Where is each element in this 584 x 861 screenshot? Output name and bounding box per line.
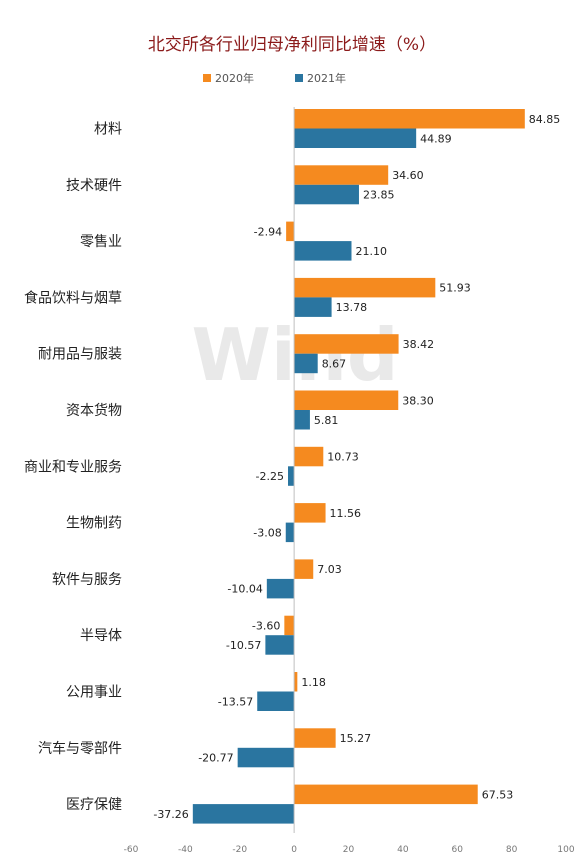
x-tick-label: 20 <box>343 845 355 855</box>
value-label: -13.57 <box>218 695 253 708</box>
value-label: -3.08 <box>253 526 281 539</box>
bar-2021 <box>294 241 352 261</box>
value-label: 84.85 <box>529 113 561 126</box>
plot-area: 材料 84.85 44.89 技术硬件 34.60 23.85 零售业 -2.94 21.10 食… <box>24 107 560 833</box>
bar-2021 <box>294 128 417 148</box>
bar-2021 <box>294 410 310 430</box>
legend-swatch-0 <box>203 74 211 82</box>
bar-2021 <box>294 184 359 205</box>
bar-2021 <box>285 522 295 543</box>
category-label: 耐用品与服装 <box>38 347 122 363</box>
value-label: 13.78 <box>336 301 368 314</box>
category-label: 资本货物 <box>66 402 122 419</box>
x-tick-label: 60 <box>452 845 464 855</box>
category-label: 医疗保健 <box>66 797 122 813</box>
bar-2020 <box>294 165 389 185</box>
legend-swatch-1 <box>295 74 303 82</box>
bar-2021 <box>237 747 295 768</box>
legend-label-1: 2021年 <box>307 71 346 85</box>
category-label: 材料 <box>94 122 122 138</box>
value-label: 8.67 <box>322 357 347 370</box>
x-tick-label: 40 <box>397 845 409 855</box>
bar-2021 <box>266 578 295 599</box>
bar-2020 <box>294 334 399 354</box>
category-label: 汽车与零部件 <box>38 740 122 757</box>
value-label: 10.73 <box>327 451 359 464</box>
bar-2020 <box>294 446 324 467</box>
value-label: -37.26 <box>153 808 188 821</box>
bar-2021 <box>294 353 318 374</box>
category-label: 半导体 <box>80 628 122 644</box>
bar-2021 <box>288 466 295 486</box>
bar-2021 <box>265 635 295 655</box>
value-label: 38.42 <box>403 338 435 351</box>
legend-label-0: 2020年 <box>215 71 254 85</box>
x-tick-label: 100 <box>557 845 574 855</box>
value-label: 51.93 <box>439 282 471 295</box>
bar-2020 <box>294 109 525 129</box>
category-label: 公用事业 <box>66 685 122 701</box>
bar-2021 <box>257 691 295 711</box>
category-label: 商业和专业服务 <box>24 459 122 475</box>
category-label: 食品饮料与烟草 <box>24 289 122 306</box>
bar-2020 <box>294 559 314 579</box>
value-label: -2.94 <box>254 225 282 238</box>
bar-2020 <box>284 615 295 636</box>
value-label: 38.30 <box>402 394 434 407</box>
value-label: -2.25 <box>256 470 284 483</box>
category-label: 零售业 <box>80 234 122 250</box>
value-label: 7.03 <box>317 563 342 576</box>
bar-2021 <box>192 804 295 824</box>
bar-2020 <box>294 390 399 410</box>
legend: 2020年 2021年 <box>203 71 346 85</box>
bar-2021 <box>294 297 332 317</box>
x-tick-label: -60 <box>124 845 139 855</box>
x-axis: -60 -40 -20 0 20 40 60 80 100 <box>124 845 575 855</box>
x-tick-label: -20 <box>232 845 247 855</box>
bar-2020 <box>286 221 295 242</box>
value-label: 11.56 <box>330 507 362 520</box>
bar-2020 <box>294 503 326 523</box>
value-label: 34.60 <box>392 169 424 182</box>
value-label: 5.81 <box>314 414 339 427</box>
x-tick-label: -40 <box>178 845 193 855</box>
value-label: -20.77 <box>198 752 233 765</box>
category-label: 技术硬件 <box>66 178 122 194</box>
value-label: -10.04 <box>227 583 262 596</box>
bar-2020 <box>294 277 436 298</box>
x-tick-label: 80 <box>506 845 518 855</box>
category-label: 软件与服务 <box>52 572 122 588</box>
bar-2020 <box>294 784 478 805</box>
bar-2020 <box>294 672 298 692</box>
value-label: 67.53 <box>482 788 513 801</box>
category-label: 生物制药 <box>66 516 122 532</box>
value-label: 44.89 <box>420 132 452 145</box>
value-label: 1.18 <box>301 676 326 689</box>
bar-2020 <box>294 728 336 748</box>
chart-title: 北交所各行业归母净利同比增速（%） <box>148 35 436 55</box>
value-label: -10.57 <box>226 639 261 652</box>
value-label: 23.85 <box>363 189 395 202</box>
value-label: -3.60 <box>252 619 280 632</box>
value-label: 21.10 <box>355 245 387 258</box>
value-label: 15.27 <box>340 732 372 745</box>
x-tick-label: 0 <box>291 845 297 855</box>
